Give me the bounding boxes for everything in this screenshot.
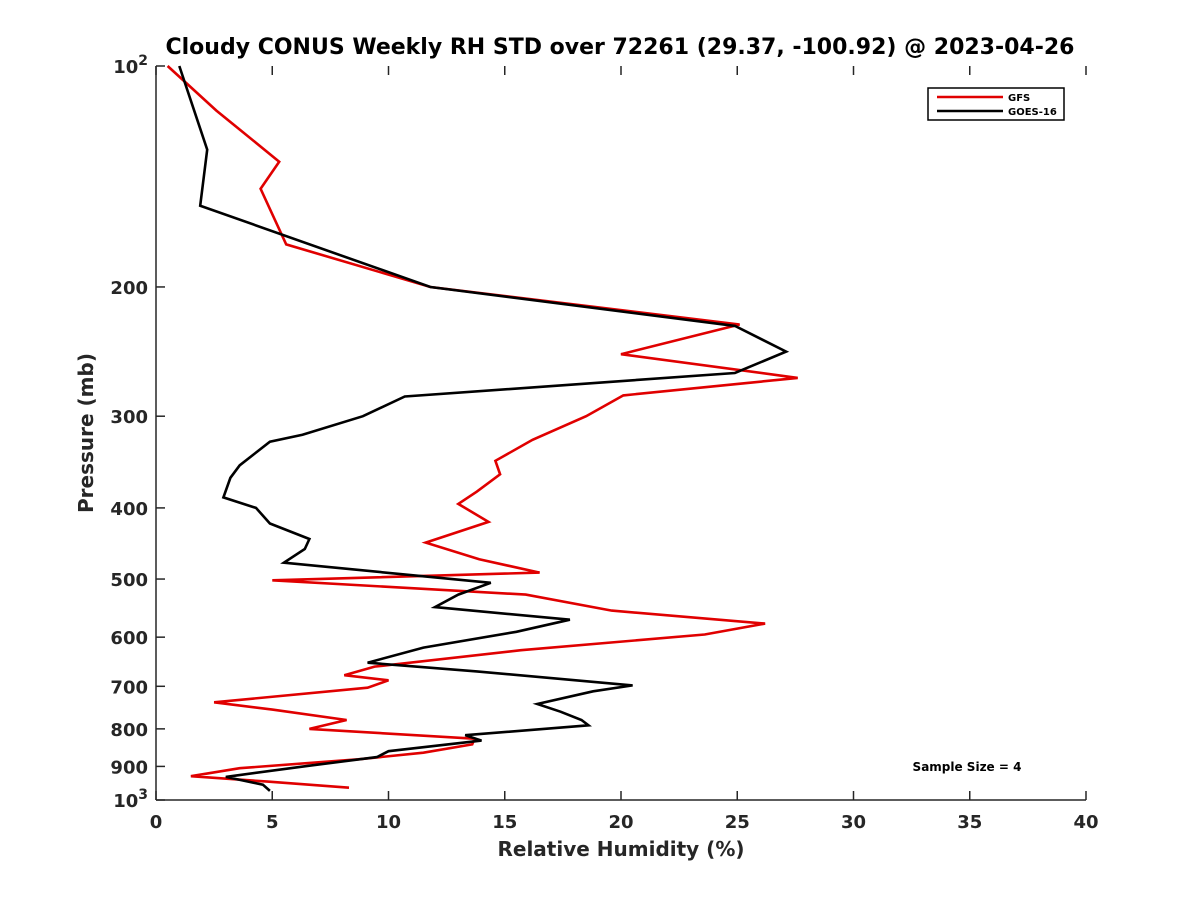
y-tick-label: 800	[110, 720, 148, 741]
y-tick-label: 700	[110, 677, 148, 698]
legend-label-goes16: GOES-16	[1008, 107, 1057, 118]
y-ticks: 102 200 300 400 500 600 700 800 900 103	[110, 53, 165, 812]
sample-size-annotation: Sample Size = 4	[913, 760, 1022, 774]
chart-title: Cloudy CONUS Weekly RH STD over 72261 (2…	[166, 35, 1075, 60]
x-tick-label: 5	[266, 812, 279, 833]
x-tick-label: 40	[1073, 812, 1098, 833]
y-tick-label: 200	[110, 278, 148, 299]
x-tick-label: 0	[150, 812, 163, 833]
series-line-goes16	[178, 65, 790, 792]
x-tick-label: 35	[957, 812, 982, 833]
y-tick-label: 600	[110, 628, 148, 649]
y-tick-label: 103	[113, 787, 148, 812]
x-axis-label: Relative Humidity (%)	[497, 837, 744, 861]
plot-series	[166, 65, 798, 792]
legend-label-gfs: GFS	[1008, 93, 1030, 104]
y-tick-label: 900	[110, 757, 148, 778]
x-tick-label: 30	[841, 812, 866, 833]
legend: GFS GOES-16	[927, 87, 1065, 121]
x-tick-label: 20	[608, 812, 633, 833]
x-ticks: 0 5 10 15 20 25 30 35 40	[150, 66, 1099, 833]
x-tick-label: 10	[376, 812, 401, 833]
y-tick-label: 400	[110, 499, 148, 520]
x-tick-label: 25	[725, 812, 750, 833]
y-tick-label: 500	[110, 570, 148, 591]
legend-box	[927, 87, 1065, 121]
y-tick-label: 300	[110, 407, 148, 428]
y-axis-label: Pressure (mb)	[74, 353, 98, 513]
x-tick-label: 15	[492, 812, 517, 833]
series-line-gfs	[166, 65, 798, 789]
y-tick-label: 102	[113, 53, 148, 78]
